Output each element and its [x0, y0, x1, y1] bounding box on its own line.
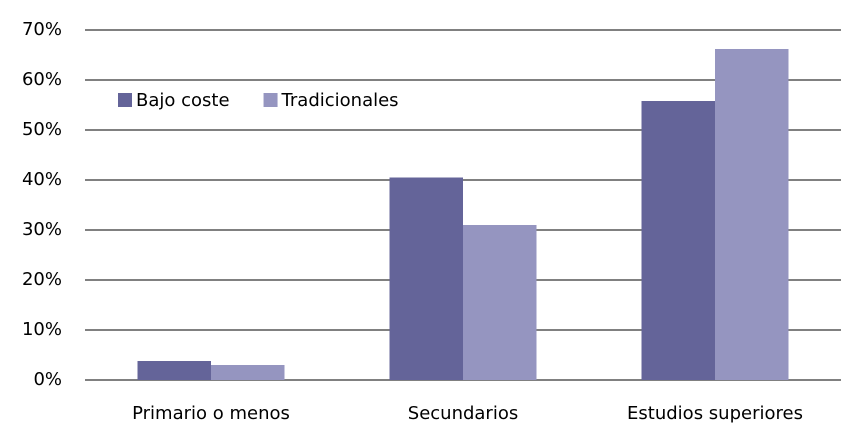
bar	[463, 225, 537, 380]
y-tick-label: 60%	[22, 69, 62, 90]
bar	[715, 49, 789, 380]
x-tick-label: Primario o menos	[132, 403, 290, 424]
y-tick-label: 0%	[33, 369, 62, 390]
legend-swatch	[263, 93, 278, 107]
legend-label: Bajo coste	[136, 90, 230, 111]
y-tick-label: 20%	[22, 269, 62, 290]
y-tick-label: 50%	[22, 119, 62, 140]
x-tick-label: Secundarios	[408, 403, 518, 424]
legend-label: Tradicionales	[281, 90, 399, 111]
y-tick-label: 40%	[22, 169, 62, 190]
legend-swatch	[118, 93, 132, 107]
y-tick-label: 10%	[22, 319, 62, 340]
x-tick-label: Estudios superiores	[627, 403, 803, 424]
y-tick-label: 70%	[22, 19, 62, 40]
bar	[137, 361, 211, 380]
bar	[211, 365, 285, 380]
bar	[389, 177, 463, 380]
y-tick-label: 30%	[22, 219, 62, 240]
bar	[641, 101, 715, 380]
